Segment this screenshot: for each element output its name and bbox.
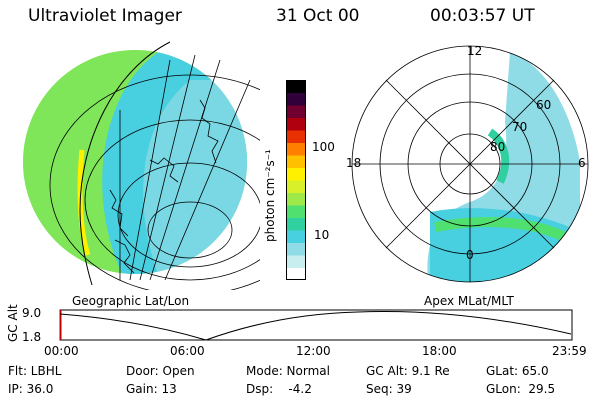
date-label: 31 Oct 00 <box>276 6 360 26</box>
mlt-label-6: 6 <box>578 156 586 170</box>
lat-label-70: 70 <box>512 120 528 134</box>
mlt-label-12: 12 <box>467 44 483 58</box>
colorbar-step <box>286 180 306 193</box>
colorbar-tick-10: 10 <box>314 228 330 242</box>
colorbar-tick-100: 100 <box>312 140 335 154</box>
info-seq: Seq: 39 <box>366 382 412 396</box>
lat-label-60: 60 <box>536 98 552 112</box>
colorbar-step <box>286 230 306 243</box>
colorbar-step <box>286 142 306 156</box>
alt-plot-xtick-0600: 06:00 <box>170 344 205 358</box>
colorbar-step <box>286 80 306 93</box>
alt-plot-xtick-1800: 18:00 <box>422 344 457 358</box>
alt-plot-ylabel: GC Alt <box>6 304 20 342</box>
colorbar-step <box>286 217 306 231</box>
alt-plot-xtick-1200: 12:00 <box>296 344 331 358</box>
info-mode: Mode: Normal <box>246 364 330 378</box>
time-label: 00:03:57 UT <box>430 6 535 26</box>
alt-plot-xtick-2359: 23:59 <box>552 344 587 358</box>
info-door: Door: Open <box>126 364 195 378</box>
colorbar-step <box>286 130 306 143</box>
alt-plot <box>59 309 573 341</box>
info-glon: GLon: 29.5 <box>486 382 556 396</box>
colorbar-step <box>286 242 306 256</box>
colorbar-step <box>286 255 306 268</box>
colorbar-unit-label: photon cm⁻²s⁻¹ <box>263 149 277 242</box>
alt-plot-xtick-0000: 00:00 <box>44 344 79 358</box>
info-glat: GLat: 65.0 <box>486 364 549 378</box>
colorbar-step <box>286 205 306 218</box>
alt-plot-ytick-1-8: 1.8 <box>22 330 42 344</box>
colorbar-step <box>286 167 306 181</box>
colorbar-border <box>286 80 306 280</box>
geographic-image <box>23 41 260 290</box>
lat-label-80: 80 <box>490 140 506 154</box>
polar-panel-label: Apex MLat/MLT <box>424 294 514 308</box>
colorbar-step <box>286 267 306 280</box>
info-filter: Flt: LBHL <box>8 364 62 378</box>
polar-plot <box>351 45 589 283</box>
mlt-label-18: 18 <box>346 156 362 170</box>
alt-plot-ytick-9: 9.0 <box>22 306 42 320</box>
instrument-title: Ultraviolet Imager <box>28 6 182 26</box>
colorbar <box>286 80 306 280</box>
colorbar-step <box>286 155 306 168</box>
colorbar-step <box>286 192 306 206</box>
info-ip: IP: 36.0 <box>8 382 54 396</box>
info-gain: Gain: 13 <box>126 382 177 396</box>
geographic-panel-label: Geographic Lat/Lon <box>72 294 190 308</box>
info-gc-alt: GC Alt: 9.1 Re <box>366 364 450 378</box>
mlt-label-0: 0 <box>466 248 474 262</box>
colorbar-step <box>286 92 306 106</box>
colorbar-step <box>286 105 306 118</box>
info-dsp: Dsp: -4.2 <box>246 382 312 396</box>
colorbar-step <box>286 117 306 131</box>
